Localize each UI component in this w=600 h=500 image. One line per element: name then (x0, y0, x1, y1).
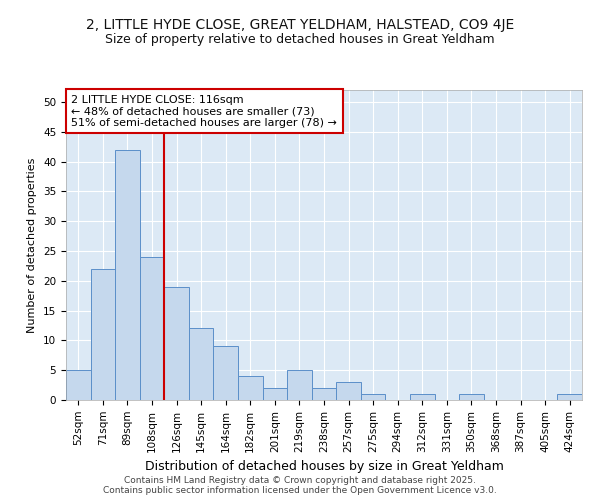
Bar (336, 382, 361, 400)
Bar (263, 388, 287, 400)
Text: Contains public sector information licensed under the Open Government Licence v3: Contains public sector information licen… (103, 486, 497, 495)
Text: Size of property relative to detached houses in Great Yeldham: Size of property relative to detached ho… (105, 32, 495, 46)
Bar (459, 394, 484, 400)
Y-axis label: Number of detached properties: Number of detached properties (28, 158, 37, 332)
Bar (91, 269, 115, 400)
Text: 2, LITTLE HYDE CLOSE, GREAT YELDHAM, HALSTEAD, CO9 4JE: 2, LITTLE HYDE CLOSE, GREAT YELDHAM, HAL… (86, 18, 514, 32)
Bar (287, 370, 312, 400)
Bar (140, 257, 164, 400)
Text: Contains HM Land Registry data © Crown copyright and database right 2025.: Contains HM Land Registry data © Crown c… (124, 476, 476, 485)
Bar (361, 394, 385, 400)
Text: 2 LITTLE HYDE CLOSE: 116sqm
← 48% of detached houses are smaller (73)
51% of sem: 2 LITTLE HYDE CLOSE: 116sqm ← 48% of det… (71, 94, 337, 128)
Bar (189, 328, 214, 400)
Bar (557, 394, 582, 400)
Bar (115, 150, 140, 400)
Bar (164, 286, 189, 400)
Bar (66, 370, 91, 400)
Bar (410, 394, 434, 400)
Bar (238, 376, 263, 400)
Bar (214, 346, 238, 400)
Bar (312, 388, 336, 400)
X-axis label: Distribution of detached houses by size in Great Yeldham: Distribution of detached houses by size … (145, 460, 503, 473)
